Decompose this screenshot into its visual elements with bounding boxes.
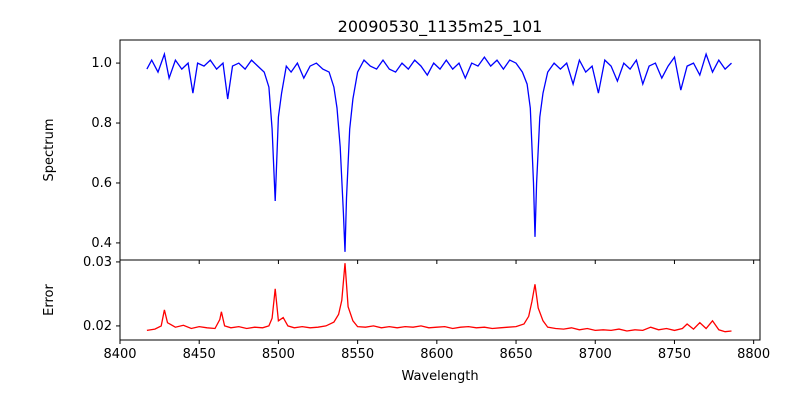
y-tick-label: 1.0: [91, 56, 112, 71]
error-panel: 0.02 0.03 8400 8450 8500 8550 8600 8650 8700 8750…: [83, 255, 770, 362]
x-tick-label: 8450: [183, 347, 216, 362]
x-tick-label: 8750: [658, 347, 691, 362]
x-tick-label: 8500: [262, 347, 295, 362]
spectrum-line: [146, 51, 732, 252]
y-tick-label: 0.8: [91, 116, 112, 131]
x-tick-label: 8700: [579, 347, 612, 362]
x-tick-label: 8600: [420, 347, 453, 362]
x-axis-label: Wavelength: [401, 369, 478, 384]
x-tick-label: 8400: [103, 347, 136, 362]
y-tick-label: 0.6: [91, 176, 112, 191]
chart-title: 20090530_1135m25_101: [338, 17, 543, 37]
bottom-y-axis-label: Error: [42, 284, 57, 316]
y-tick-label: 0.4: [91, 236, 112, 251]
x-tick-label: 8650: [499, 347, 532, 362]
x-tick-label: 8800: [737, 347, 770, 362]
y-tick-label: 0.03: [83, 255, 112, 270]
spectrum-panel: 0.4 0.6 0.8 1.0: [91, 39, 761, 264]
x-tick-label: 8550: [341, 347, 374, 362]
top-y-axis-label: Spectrum: [42, 119, 57, 182]
axes-frame: [119, 259, 761, 341]
y-tick-label: 0.02: [83, 319, 112, 334]
error-line: [146, 263, 732, 333]
